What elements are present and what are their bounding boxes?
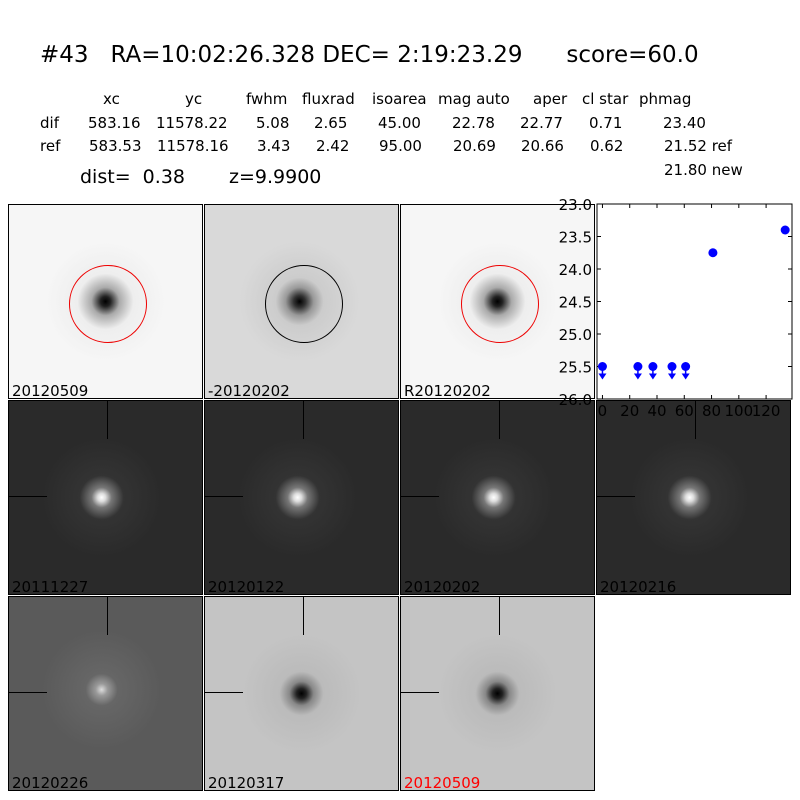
upper-limit-arrowhead xyxy=(668,373,676,380)
data-point xyxy=(708,248,718,258)
cell: 22.78 xyxy=(452,114,495,132)
crosshair-tick xyxy=(9,496,47,497)
col-phmag: phmag xyxy=(639,90,692,108)
cell: 0.62 xyxy=(590,137,624,155)
image-stamp: 20120317 xyxy=(204,596,399,791)
col-fluxrad: fluxrad xyxy=(302,90,355,108)
x-tick-label: 100 xyxy=(724,402,753,420)
cell: 45.00 xyxy=(378,114,421,132)
cell: 22.77 xyxy=(520,114,563,132)
col-cl-star: cl star xyxy=(582,90,629,108)
crosshair-tick xyxy=(303,597,304,635)
crosshair-tick xyxy=(107,597,108,635)
stamp-date-label: 20120509 xyxy=(404,774,481,791)
image-stamp: 20120216 xyxy=(596,400,791,595)
y-tick-label: 25.5 xyxy=(559,359,592,377)
cell: 11578.16 xyxy=(157,137,229,155)
stamp-date-label: 20120226 xyxy=(12,774,89,791)
stamp-date-label: 20120202 xyxy=(404,578,481,595)
z-value: z=9.9900 xyxy=(229,166,322,188)
image-stamp: -20120202 xyxy=(204,204,399,399)
cell: 95.00 xyxy=(379,137,422,155)
upper-limit-arrowhead xyxy=(681,373,690,380)
col-mag-auto: mag auto xyxy=(438,90,510,108)
col-aper: aper xyxy=(533,90,568,108)
col-isoarea: isoarea xyxy=(372,90,427,108)
cell: 5.08 xyxy=(256,114,290,132)
stamp-date-label: 20120122 xyxy=(208,578,285,595)
x-tick-label: 40 xyxy=(647,402,666,420)
cell: 583.53 xyxy=(89,137,142,155)
image-stamp: 20111227 xyxy=(8,400,203,595)
y-tick-label: 24.5 xyxy=(559,294,592,312)
cell: 23.40 xyxy=(663,114,706,132)
x-tick-label: 20 xyxy=(620,402,639,420)
row-label: dif xyxy=(40,114,59,132)
crosshair-tick xyxy=(695,401,696,439)
cell: 11578.22 xyxy=(156,114,228,132)
crosshair-tick xyxy=(597,496,635,497)
aperture-circle xyxy=(461,265,539,343)
phmag-new: 21.80 new xyxy=(664,161,743,179)
cell: 21.52 ref xyxy=(664,137,733,155)
upper-limit-arrowhead xyxy=(633,373,642,380)
image-stamp: 20120202 xyxy=(400,400,595,595)
crosshair-tick xyxy=(401,496,439,497)
stamp-date-label: -20120202 xyxy=(208,382,290,399)
x-tick-label: 0 xyxy=(598,402,608,420)
x-tick-label: 120 xyxy=(752,402,781,420)
crosshair-tick xyxy=(499,597,500,635)
plot-area xyxy=(596,203,793,400)
cell: 2.65 xyxy=(314,114,348,132)
image-stamp: 20120509 xyxy=(400,596,595,791)
image-stamp: R20120202 xyxy=(400,204,595,399)
crosshair-tick xyxy=(205,692,243,693)
cell: 583.16 xyxy=(88,114,141,132)
aperture-circle xyxy=(265,265,343,343)
cell: 20.66 xyxy=(521,137,564,155)
dist-value: dist= 0.38 xyxy=(80,166,185,188)
col-xc: xc xyxy=(103,90,120,108)
cell: 3.43 xyxy=(257,137,291,155)
y-tick-label: 24.0 xyxy=(559,261,592,279)
upper-limit-arrowhead xyxy=(648,373,657,380)
crosshair-tick xyxy=(303,401,304,439)
col-yc: yc xyxy=(185,90,203,108)
stamp-date-label: R20120202 xyxy=(404,382,491,399)
crosshair-tick xyxy=(9,692,47,693)
cell: 2.42 xyxy=(316,137,350,155)
col-fwhm: fwhm xyxy=(246,90,288,108)
row-label: ref xyxy=(40,137,61,155)
stamp-date-label: 20120317 xyxy=(208,774,285,791)
x-tick-label: 80 xyxy=(702,402,721,420)
data-point xyxy=(780,225,790,235)
crosshair-tick xyxy=(401,692,439,693)
upper-limit-arrowhead xyxy=(598,373,607,380)
aperture-circle xyxy=(69,265,147,343)
cell: 0.71 xyxy=(589,114,623,132)
crosshair-tick xyxy=(499,401,500,439)
y-tick-label: 25.0 xyxy=(559,326,592,344)
crosshair-tick xyxy=(205,496,243,497)
image-stamp: 20120122 xyxy=(204,400,399,595)
image-stamp: 20120226 xyxy=(8,596,203,791)
crosshair-tick xyxy=(107,401,108,439)
stamp-date-label: 20120509 xyxy=(12,382,89,399)
y-tick-label: 23.5 xyxy=(559,229,592,247)
y-tick-label: 26.0 xyxy=(559,391,592,409)
stamp-date-label: 20111227 xyxy=(12,578,89,595)
image-stamp: 20120509 xyxy=(8,204,203,399)
cell: 20.69 xyxy=(453,137,496,155)
x-tick-label: 60 xyxy=(675,402,694,420)
y-tick-label: 23.0 xyxy=(559,196,592,214)
stamp-date-label: 20120216 xyxy=(600,578,677,595)
page-title: #43 RA=10:02:26.328 DEC= 2:19:23.29 scor… xyxy=(40,42,699,68)
